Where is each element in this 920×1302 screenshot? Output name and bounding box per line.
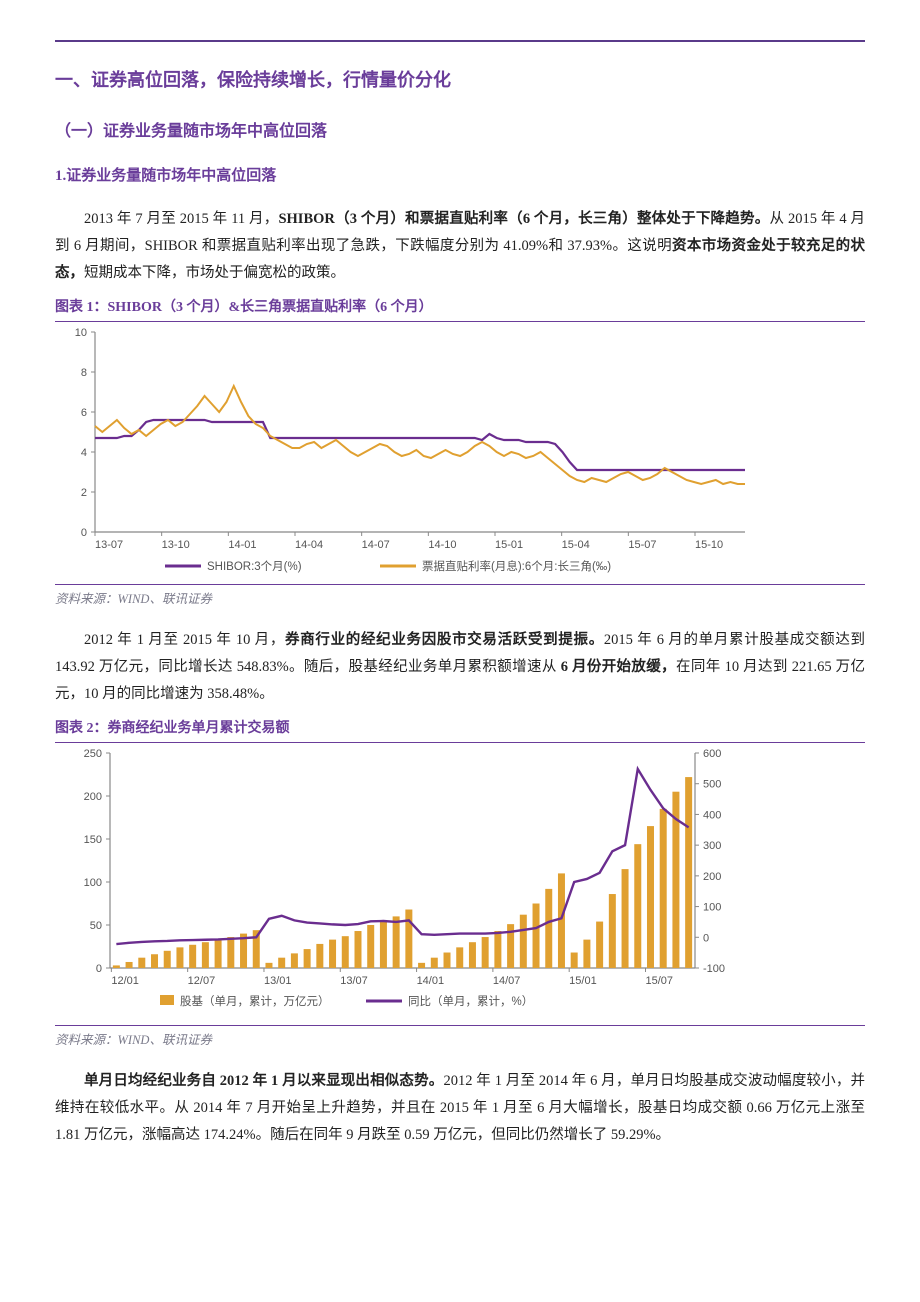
svg-text:14-01: 14-01 (228, 539, 256, 551)
svg-text:14/07: 14/07 (493, 975, 521, 987)
svg-text:15/01: 15/01 (569, 975, 597, 987)
svg-text:15-10: 15-10 (695, 539, 723, 551)
svg-text:10: 10 (75, 327, 87, 339)
svg-text:票据直贴利率(月息):6个月:长三角(‰): 票据直贴利率(月息):6个月:长三角(‰) (422, 559, 611, 573)
svg-text:0: 0 (703, 932, 709, 944)
svg-text:15-01: 15-01 (495, 539, 523, 551)
paragraph-2: 2012 年 1 月至 2015 年 10 月，券商行业的经纪业务因股市交易活跃… (55, 627, 865, 707)
chart2-svg: 0 50 100 150 200 250 -100 0 100 200 300 400 500 600 12… (55, 743, 755, 1023)
svg-text:0: 0 (96, 963, 102, 975)
svg-text:股基（单月，累计，万亿元）: 股基（单月，累计，万亿元） (180, 995, 330, 1008)
svg-text:600: 600 (703, 748, 721, 760)
svg-text:同比（单月，累计，%）: 同比（单月，累计，%） (408, 995, 533, 1008)
svg-text:15-04: 15-04 (562, 539, 590, 551)
svg-text:13/01: 13/01 (264, 975, 292, 987)
svg-text:14-07: 14-07 (362, 539, 390, 551)
svg-text:50: 50 (90, 920, 102, 932)
svg-text:8: 8 (81, 367, 87, 379)
svg-text:SHIBOR:3个月(%): SHIBOR:3个月(%) (207, 560, 302, 573)
chart1-title: 图表 1：SHIBOR（3 个月）&长三角票据直贴利率（6 个月） (55, 297, 865, 319)
svg-text:14/01: 14/01 (417, 975, 445, 987)
chart1-source: 资料来源：WIND、联讯证券 (55, 589, 865, 609)
svg-text:300: 300 (703, 840, 721, 852)
chart2-title: 图表 2：券商经纪业务单月累计交易额 (55, 718, 865, 740)
svg-text:14-04: 14-04 (295, 539, 323, 551)
svg-text:13-10: 13-10 (162, 539, 190, 551)
svg-text:14-10: 14-10 (428, 539, 456, 551)
chart2-source: 资料来源：WIND、联讯证券 (55, 1030, 865, 1050)
heading-2: （一）证券业务量随市场年中高位回落 (55, 119, 865, 145)
svg-text:150: 150 (84, 834, 102, 846)
svg-text:12/01: 12/01 (111, 975, 139, 987)
svg-text:4: 4 (81, 447, 87, 459)
svg-text:250: 250 (84, 748, 102, 760)
paragraph-1: 2013 年 7 月至 2015 年 11 月，SHIBOR（3 个月）和票据直… (55, 206, 865, 286)
chart1-container: 0 2 4 6 8 10 13-07 13-10 14-01 14-04 14-07 14-10 15-… (55, 322, 755, 582)
svg-text:15/07: 15/07 (645, 975, 673, 987)
paragraph-3: 单月日均经纪业务自 2012 年 1 月以来显现出相似态势。2012 年 1 月… (55, 1068, 865, 1148)
chart2-container: 0 50 100 150 200 250 -100 0 100 200 300 400 500 600 12… (55, 743, 755, 1023)
svg-text:13-07: 13-07 (95, 539, 123, 551)
svg-text:100: 100 (703, 902, 721, 914)
heading-3: 1.证券业务量随市场年中高位回落 (55, 164, 865, 188)
svg-text:500: 500 (703, 779, 721, 791)
svg-text:13/07: 13/07 (340, 975, 368, 987)
chart2-rule-bottom (55, 1025, 865, 1026)
svg-text:-100: -100 (703, 963, 725, 975)
svg-text:200: 200 (84, 791, 102, 803)
svg-text:200: 200 (703, 871, 721, 883)
svg-text:100: 100 (84, 877, 102, 889)
top-rule (55, 40, 865, 42)
svg-text:15-07: 15-07 (628, 539, 656, 551)
chart1-svg: 0 2 4 6 8 10 13-07 13-10 14-01 14-04 14-07 14-10 15-… (55, 322, 755, 582)
svg-text:2: 2 (81, 487, 87, 499)
chart1-rule-bottom (55, 584, 865, 585)
heading-1: 一、证券高位回落，保险持续增长，行情量价分化 (55, 66, 865, 95)
svg-text:6: 6 (81, 407, 87, 419)
svg-text:12/07: 12/07 (188, 975, 216, 987)
svg-text:400: 400 (703, 809, 721, 821)
svg-text:0: 0 (81, 527, 87, 539)
